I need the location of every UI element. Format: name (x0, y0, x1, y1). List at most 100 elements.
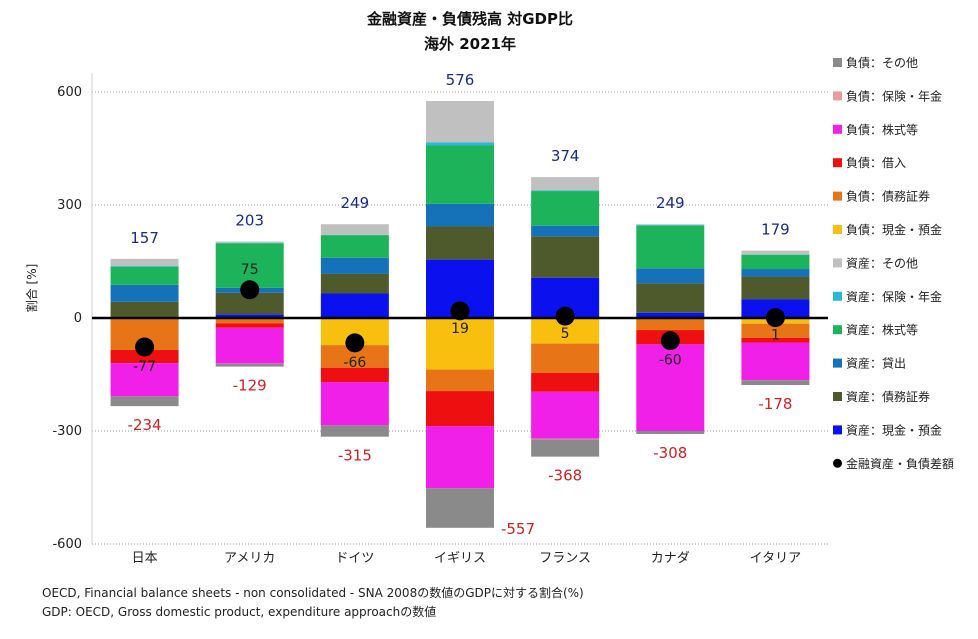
bar-segment (531, 236, 600, 278)
bar-segment (426, 145, 494, 204)
bar-segment (426, 101, 494, 143)
y-tick-label: 0 (74, 311, 82, 326)
legend-swatch (833, 91, 842, 101)
source-footnote: OECD, Financial balance sheets - non con… (42, 586, 584, 600)
bar-segment (426, 369, 494, 392)
net-value-label: 1 (771, 328, 780, 344)
asset-total-label: 179 (761, 221, 790, 239)
bar-segment (636, 268, 705, 284)
legend-label: 負債：借入 (846, 155, 906, 170)
net-value-label: -60 (659, 353, 682, 369)
liability-total-label: -368 (548, 467, 582, 485)
bar-segment (531, 225, 600, 237)
asset-total-label: 576 (446, 71, 475, 89)
bar-segment (215, 363, 284, 367)
bar-segment (741, 342, 810, 381)
legend-swatch (833, 191, 842, 201)
bar-segment (741, 269, 810, 277)
legend-swatch (833, 58, 842, 67)
legend-label: 資産：その他 (846, 255, 918, 270)
net-marker (765, 308, 785, 328)
bar-segment (636, 344, 705, 431)
bar-segment (636, 225, 705, 269)
bar-segment (320, 235, 389, 258)
net-marker (660, 331, 680, 351)
bar-segment (215, 318, 284, 324)
x-tick-label: ドイツ (335, 551, 374, 566)
bar-segment (320, 257, 389, 274)
x-tick-label: イタリア (750, 551, 801, 566)
bar-segment (320, 425, 389, 437)
bar-segment (320, 224, 389, 235)
legend-swatch (833, 425, 842, 435)
net-value-label: -77 (133, 359, 156, 375)
net-marker (240, 280, 260, 300)
legend-label: 負債：その他 (846, 55, 918, 70)
bar-segment (741, 337, 810, 343)
y-axis-label: 割合 [%] (24, 264, 39, 313)
legend-label: 資産：保険・年金 (846, 289, 942, 304)
data-labels: 157 -234 203 -129 249 -315 576 -557 374 -368 249 -3… (128, 71, 793, 538)
legend-label: 負債：債務証券 (846, 189, 930, 204)
chart-title: 金融資産・負債残高 対GDP比 (366, 10, 573, 28)
bar-segment (110, 396, 179, 407)
bar-segment (531, 439, 600, 457)
bar-segment (110, 258, 179, 267)
legend-swatch (833, 392, 842, 401)
bar-segment (320, 345, 389, 368)
bar-segment (110, 301, 179, 317)
asset-total-label: 374 (551, 147, 580, 165)
bar-segment (215, 327, 284, 364)
bar-segment (426, 203, 494, 227)
liability-total-label: -315 (338, 447, 372, 465)
legend: 負債：その他負債：保険・年金負債：株式等負債：借入負債：債務証券負債：現金・預金… (833, 55, 954, 471)
net-markers (135, 280, 785, 357)
bar-segment (320, 382, 389, 426)
bar-segment (531, 191, 600, 226)
net-marker (135, 337, 155, 357)
bar-segment (741, 250, 810, 255)
legend-swatch (833, 158, 842, 168)
bar-segment (426, 391, 494, 427)
y-tick-label: 300 (57, 198, 82, 213)
bar-segment (741, 254, 810, 270)
bar-segment (426, 226, 494, 260)
bar-segment (531, 190, 600, 192)
legend-swatch (833, 258, 842, 268)
bar-segment (320, 293, 389, 318)
legend-swatch (833, 124, 842, 134)
bar-segment (110, 363, 179, 397)
bar-segment (531, 372, 600, 392)
liability-total-label: -129 (233, 377, 267, 395)
legend-label: 資産：貸出 (846, 356, 906, 371)
legend-label: 負債：保険・年金 (846, 88, 942, 103)
legend-label: 資産：株式等 (846, 322, 918, 337)
net-value-label: 75 (241, 262, 259, 278)
y-tick-label: 600 (57, 85, 82, 100)
x-tick-label: フランス (539, 551, 591, 566)
bar-segment (531, 438, 600, 440)
bar-segment (215, 323, 284, 328)
liability-total-label: -557 (501, 520, 535, 538)
bars (110, 101, 810, 528)
legend-label: 資産：現金・預金 (846, 422, 942, 437)
bar-segment (531, 177, 600, 191)
x-tick-label: アメリカ (224, 551, 275, 566)
bar-segment (215, 292, 284, 315)
bar-segment (636, 312, 705, 318)
bar-segment (741, 380, 810, 386)
bar-segment (426, 142, 494, 146)
bar-segment (215, 314, 284, 318)
chart-subtitle: 海外 2021年 (424, 35, 516, 53)
bar-segment (110, 284, 179, 302)
net-value-label: 19 (451, 321, 469, 337)
net-value-label: 5 (561, 326, 570, 342)
legend-swatch (833, 291, 842, 301)
bar-segment (636, 224, 705, 226)
net-marker (555, 306, 575, 326)
bar-segment (215, 241, 284, 244)
bar-segment (110, 266, 179, 285)
bar-segment (426, 488, 494, 528)
bar-segment (426, 318, 494, 370)
liability-total-label: -308 (653, 444, 687, 462)
